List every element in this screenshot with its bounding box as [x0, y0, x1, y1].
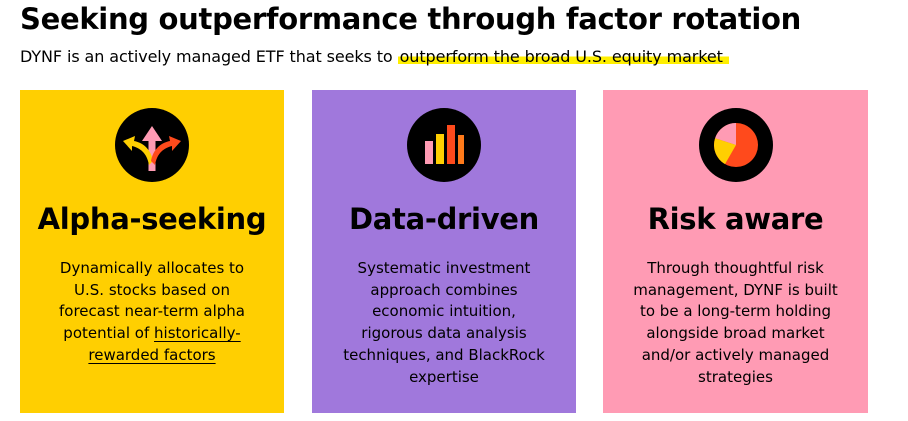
body-line: approach combines [370, 280, 518, 299]
card-alpha-seeking: Alpha-seeking Dynamically allocates to U… [20, 90, 284, 413]
bar-chart-icon [407, 108, 481, 182]
body-line: management, DYNF is built [633, 280, 838, 299]
card-risk-aware: Risk aware Through thoughtful risk manag… [603, 90, 868, 413]
diverging-arrows-icon [115, 108, 189, 182]
body-line: forecast near-term alpha [59, 302, 245, 321]
body-line: Dynamically allocates to [59, 259, 245, 277]
body-line-text: potential of [63, 324, 155, 343]
body-line: techniques, and BlackRock [343, 345, 545, 364]
body-line: strategies [698, 367, 773, 386]
body-line: alongside broad market [646, 324, 825, 343]
pie-chart-icon [698, 108, 773, 182]
card-data-driven: Data-driven Systematic investment approa… [312, 90, 576, 413]
card-title: Data-driven [348, 202, 540, 236]
body-line: potential of historically- [32, 323, 272, 345]
page-title: Seeking outperformance through factor ro… [20, 2, 802, 36]
body-line: Systematic investment [357, 259, 531, 277]
card-title: Risk aware [647, 202, 824, 236]
card-title: Alpha-seeking [37, 202, 267, 236]
card-body: Systematic investment approach combines … [324, 258, 564, 388]
card-body: Dynamically allocates to U.S. stocks bas… [32, 258, 272, 367]
body-line: economic intuition, [372, 302, 516, 321]
page-subtitle: DYNF is an actively managed ETF that see… [20, 47, 729, 66]
historically-rewarded-factors-link-cont[interactable]: rewarded factors [88, 345, 216, 364]
body-line: Through thoughtful risk [647, 259, 824, 277]
subtitle-highlight: outperform the broad U.S. equity market [397, 47, 729, 66]
body-line: expertise [409, 367, 479, 386]
body-line: rewarded factors [32, 345, 272, 367]
body-line: rigorous data analysis [361, 324, 527, 343]
body-line: to be a long-term holding [639, 302, 832, 321]
body-line: and/or actively managed [641, 345, 830, 364]
historically-rewarded-factors-link[interactable]: historically- [154, 324, 241, 343]
subtitle-text: DYNF is an actively managed ETF that see… [20, 47, 398, 66]
body-line: U.S. stocks based on [74, 280, 230, 299]
card-body: Through thoughtful risk management, DYNF… [616, 258, 856, 388]
